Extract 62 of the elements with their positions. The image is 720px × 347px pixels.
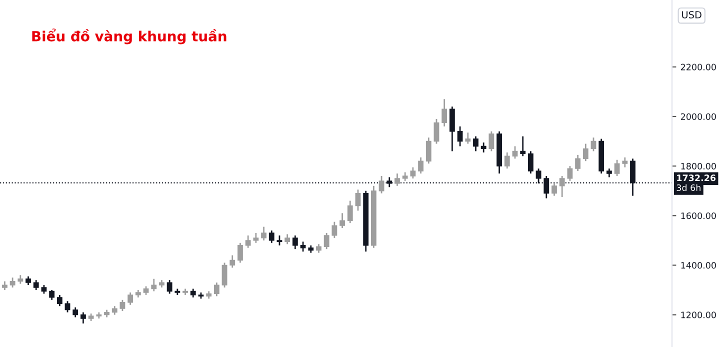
candlestick xyxy=(378,175,384,194)
candlestick xyxy=(253,232,259,244)
candlestick xyxy=(410,166,416,180)
candlestick xyxy=(480,142,486,154)
candlestick xyxy=(473,136,478,152)
candlestick xyxy=(504,152,510,170)
candlestick xyxy=(512,146,518,160)
y-tick-label: 1800.00 xyxy=(681,162,716,170)
candlestick xyxy=(622,156,628,168)
y-tick-label: 1600.00 xyxy=(681,212,716,220)
candlestick xyxy=(245,234,251,249)
candlestick xyxy=(276,234,282,246)
candlestick xyxy=(292,234,298,250)
candlestick xyxy=(457,126,463,147)
candlestick xyxy=(56,294,62,307)
candlestick xyxy=(340,212,345,229)
candlestick xyxy=(559,175,565,198)
text: Biểu đồ vàng khung tuần xyxy=(32,28,226,44)
candlestick xyxy=(449,106,455,152)
candlestick xyxy=(488,130,494,152)
y-tick-label: 2000.00 xyxy=(680,113,716,120)
candlestick xyxy=(614,159,620,177)
candlestick xyxy=(324,232,330,250)
candlestick xyxy=(222,262,228,288)
candlestick xyxy=(590,136,596,152)
candlestick xyxy=(80,312,86,324)
candlestick xyxy=(268,230,274,244)
candlestick xyxy=(332,221,338,239)
candlestick xyxy=(300,240,306,252)
candlestick xyxy=(284,234,290,245)
candlestick xyxy=(520,136,526,157)
candlestick xyxy=(49,289,55,301)
candlestick xyxy=(418,156,424,174)
candlestick xyxy=(442,98,448,128)
candlestick xyxy=(166,279,172,294)
candlestick xyxy=(128,292,134,306)
candlestick xyxy=(238,242,243,264)
text: 3d 6h xyxy=(676,184,700,192)
candlestick xyxy=(120,299,126,312)
candlestick xyxy=(33,279,39,291)
candlestick xyxy=(582,143,588,162)
candlestick xyxy=(347,200,353,224)
y-tick-label: 1200.00 xyxy=(681,312,716,318)
candlestick xyxy=(394,172,400,187)
y-tick-label: 2200.00 xyxy=(680,64,716,70)
candlestick xyxy=(465,132,471,144)
candlestick xyxy=(426,136,432,164)
candlestick xyxy=(567,165,573,182)
candlestick xyxy=(230,254,236,268)
candlestick xyxy=(575,154,580,172)
y-tick-label: 1400.00 xyxy=(681,262,716,269)
candlestick xyxy=(355,188,361,212)
candlestick xyxy=(10,276,16,288)
candlestick xyxy=(72,306,78,318)
candlestick xyxy=(261,226,266,242)
candlestick xyxy=(214,282,220,297)
text: USD xyxy=(682,11,702,18)
candlestick xyxy=(434,118,440,144)
candlestick xyxy=(528,150,534,174)
candlestick xyxy=(151,278,157,292)
ref-line-label: 1732.26 xyxy=(677,174,716,182)
candlestick xyxy=(552,182,557,196)
